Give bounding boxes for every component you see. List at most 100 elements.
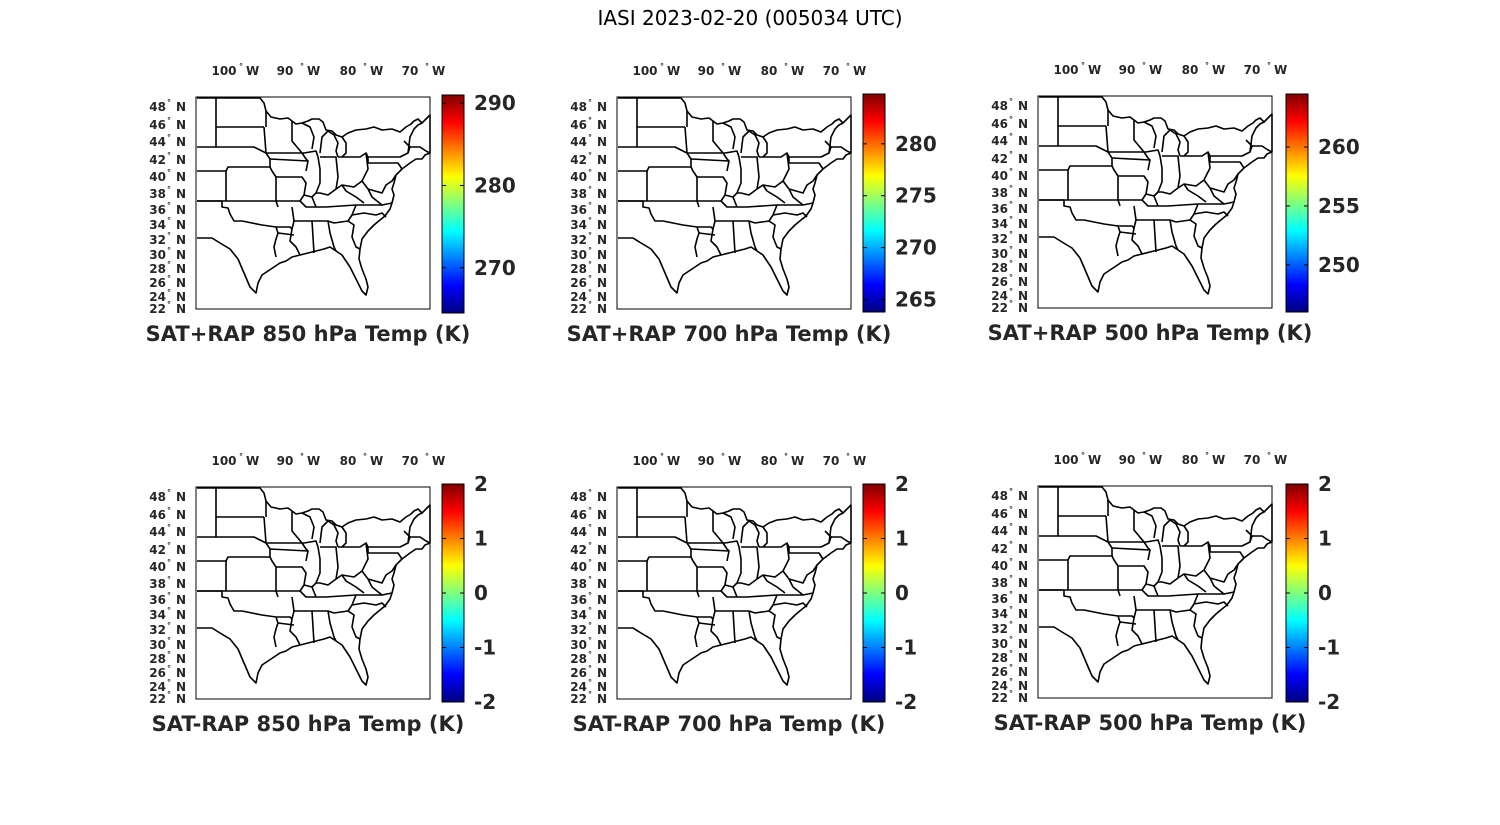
state-border bbox=[1067, 555, 1119, 590]
lat-hem-label: N bbox=[1018, 217, 1028, 231]
colorbar-tick-label: 1 bbox=[474, 527, 488, 551]
state-border bbox=[276, 616, 293, 620]
state-border bbox=[365, 542, 369, 548]
figure-title: IASI 2023-02-20 (005034 UTC) bbox=[597, 6, 903, 30]
lat-hem-label: N bbox=[176, 203, 186, 217]
degree-mark: ° bbox=[1142, 451, 1146, 460]
lat-hem-label: N bbox=[597, 153, 607, 167]
state-border bbox=[1039, 589, 1121, 647]
state-border bbox=[341, 184, 365, 204]
degree-mark: ° bbox=[846, 62, 850, 71]
lon-tick-label: 80 bbox=[761, 454, 778, 468]
state-border bbox=[724, 150, 742, 198]
degree-mark: ° bbox=[1009, 150, 1013, 159]
lat-tick-label: 24 bbox=[570, 680, 587, 694]
state-border bbox=[319, 130, 339, 158]
colorbar-tick-label: -2 bbox=[1318, 690, 1340, 714]
lat-hem-label: N bbox=[176, 593, 186, 607]
state-border bbox=[1169, 609, 1179, 641]
degree-mark: ° bbox=[588, 621, 592, 630]
state-border bbox=[365, 152, 403, 170]
lat-tick-label: 32 bbox=[149, 233, 166, 247]
state-border bbox=[1145, 539, 1163, 587]
lat-hem-label: N bbox=[597, 608, 607, 622]
state-border bbox=[1189, 211, 1229, 221]
state-border bbox=[361, 180, 383, 206]
degree-mark: ° bbox=[167, 116, 171, 125]
state-border bbox=[367, 174, 397, 194]
state-borders bbox=[618, 487, 852, 686]
lat-tick-label: 48 bbox=[149, 490, 166, 504]
state-border bbox=[712, 121, 730, 162]
colorbar-tick-label: -1 bbox=[1318, 636, 1340, 660]
state-border bbox=[1119, 621, 1137, 625]
degree-mark: ° bbox=[588, 151, 592, 160]
lon-hem-label: W bbox=[667, 64, 680, 78]
state-border bbox=[1189, 601, 1229, 611]
lat-hem-label: N bbox=[1018, 134, 1028, 148]
lat-hem-label: N bbox=[1018, 289, 1028, 303]
lat-hem-label: N bbox=[1018, 186, 1028, 200]
map-panel-3: 100 ° W 90 ° W 80 ° W 70 ° W48 ° N46 ° N44 ° N42 ° N40 ° N38 °… bbox=[988, 61, 1360, 345]
state-borders bbox=[197, 97, 431, 296]
lat-tick-label: 46 bbox=[570, 508, 587, 522]
degree-mark: ° bbox=[167, 523, 171, 532]
lat-hem-label: N bbox=[597, 490, 607, 504]
state-border bbox=[1209, 173, 1239, 193]
lon-tick-label: 80 bbox=[1182, 63, 1199, 77]
state-border bbox=[618, 200, 700, 258]
lat-hem-label: N bbox=[1018, 202, 1028, 216]
lon-hem-label: W bbox=[853, 454, 866, 468]
lat-tick-label: 32 bbox=[991, 622, 1008, 636]
degree-mark: ° bbox=[167, 151, 171, 160]
lon-tick-label: 70 bbox=[402, 454, 419, 468]
lon-hem-label: W bbox=[1274, 453, 1287, 467]
lat-tick-label: 46 bbox=[149, 118, 166, 132]
degree-mark: ° bbox=[588, 678, 592, 687]
state-border bbox=[1183, 183, 1207, 203]
lon-tick-label: 80 bbox=[1182, 453, 1199, 467]
lat-hem-label: N bbox=[597, 248, 607, 262]
state-border bbox=[1039, 96, 1273, 295]
state-border bbox=[1143, 121, 1157, 149]
lon-hem-label: W bbox=[791, 64, 804, 78]
degree-mark: ° bbox=[167, 606, 171, 615]
lon-hem-label: W bbox=[370, 64, 383, 78]
degree-mark: ° bbox=[1009, 487, 1013, 496]
state-border bbox=[1136, 219, 1157, 253]
lon-tick-label: 90 bbox=[1119, 63, 1136, 77]
degree-mark: ° bbox=[1009, 689, 1013, 698]
lon-hem-label: W bbox=[370, 454, 383, 468]
lat-tick-label: 28 bbox=[570, 262, 587, 276]
map-panel-1: 100 ° W 90 ° W 80 ° W 70 ° W48 ° N46 ° N44 ° N42 ° N40 ° N38 °… bbox=[146, 62, 516, 346]
state-border bbox=[762, 136, 768, 158]
state-border bbox=[276, 226, 293, 230]
degree-mark: ° bbox=[1009, 574, 1013, 583]
lon-hem-label: W bbox=[1088, 63, 1101, 77]
lon-tick-label: 100 bbox=[211, 454, 236, 468]
lat-tick-label: 28 bbox=[149, 652, 166, 666]
degree-mark: ° bbox=[363, 62, 367, 71]
state-border bbox=[277, 622, 295, 626]
lat-hem-label: N bbox=[597, 543, 607, 557]
lat-tick-label: 26 bbox=[149, 666, 166, 680]
state-border bbox=[1252, 535, 1273, 543]
state-border bbox=[294, 610, 315, 644]
colorbar-tick-label: 2 bbox=[474, 472, 488, 496]
state-border bbox=[291, 121, 309, 162]
lat-hem-label: N bbox=[1018, 691, 1028, 705]
state-border bbox=[1118, 225, 1135, 229]
lat-hem-label: N bbox=[176, 248, 186, 262]
degree-mark: ° bbox=[588, 606, 592, 615]
state-border bbox=[1161, 129, 1181, 157]
state-border bbox=[1203, 179, 1225, 205]
state-border bbox=[697, 566, 728, 592]
degree-mark: ° bbox=[167, 678, 171, 687]
state-border bbox=[1175, 219, 1203, 249]
state-border bbox=[1118, 175, 1149, 201]
map-panel-4: 100 ° W 90 ° W 80 ° W 70 ° W48 ° N46 ° N44 ° N42 ° N40 ° N38 °… bbox=[149, 452, 496, 736]
state-border bbox=[311, 586, 317, 598]
lat-tick-label: 44 bbox=[991, 524, 1008, 538]
lat-hem-label: N bbox=[1018, 489, 1028, 503]
lat-hem-label: N bbox=[597, 652, 607, 666]
